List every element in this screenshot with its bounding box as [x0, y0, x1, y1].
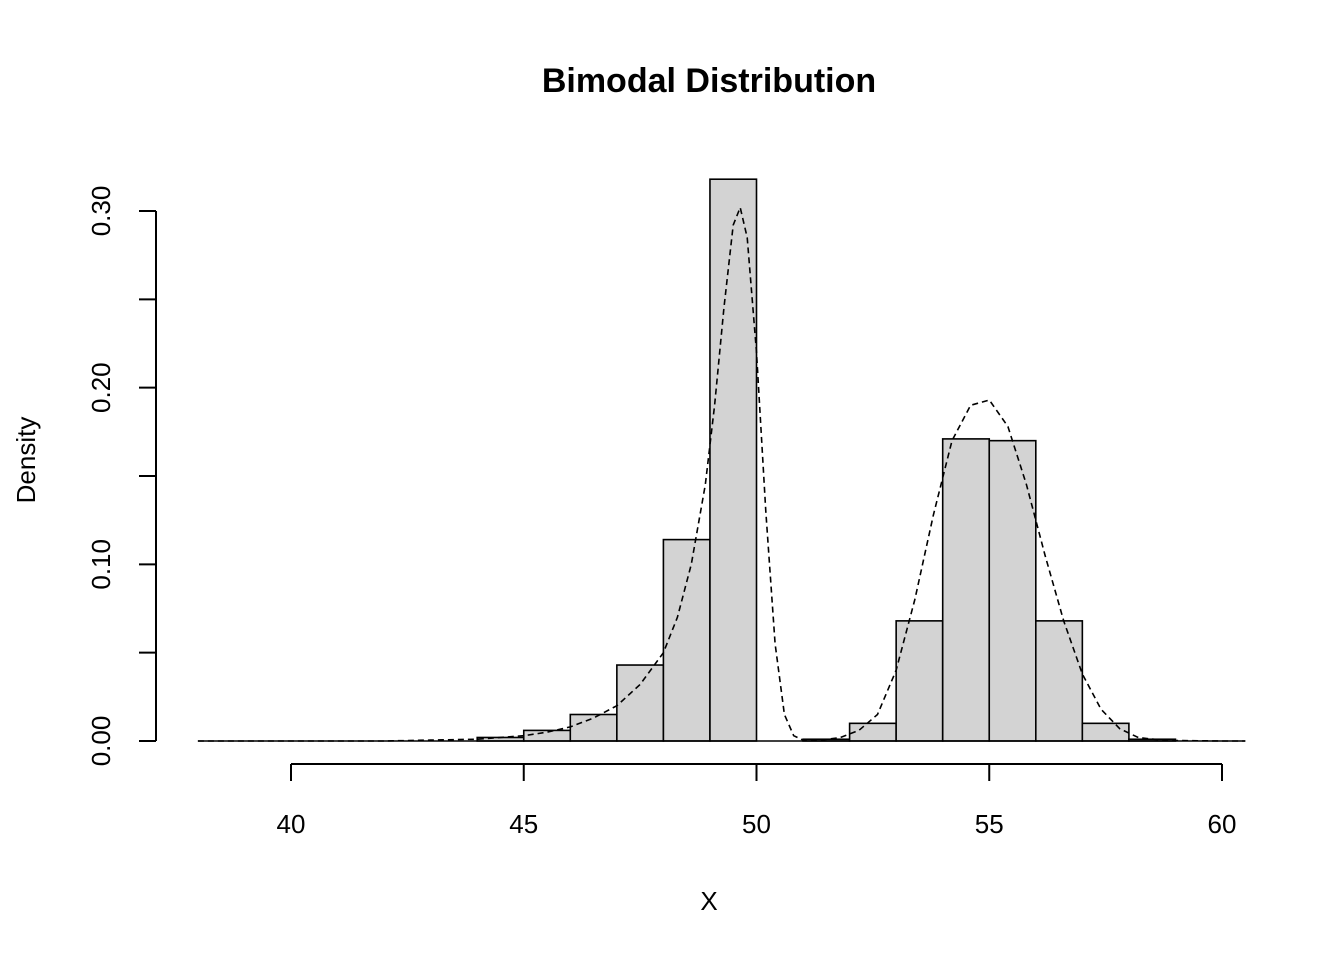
histogram-bar [616, 664, 665, 742]
histogram-bar [522, 729, 572, 742]
y-axis: 0.00 0.10 0.20 0.30 [86, 186, 157, 767]
histogram-bar [662, 538, 711, 742]
histogram-bar [709, 178, 758, 742]
histogram-bar [988, 439, 1037, 742]
y-axis-label: Density [11, 417, 41, 504]
chart-title: Bimodal Distribution [542, 62, 876, 100]
x-tick-label: 40 [277, 809, 306, 839]
y-tick-label: 0.00 [86, 716, 116, 767]
x-tick-label: 60 [1208, 809, 1237, 839]
histogram-bars [476, 178, 1177, 742]
x-tick-label: 50 [742, 809, 771, 839]
x-axis-label: X [700, 886, 717, 916]
y-tick-label: 0.30 [86, 186, 116, 237]
x-axis: 40 45 50 55 60 [277, 763, 1237, 839]
histogram-bar [848, 722, 897, 742]
y-tick-label: 0.10 [86, 539, 116, 590]
y-tick-label: 0.20 [86, 362, 116, 413]
x-tick-label: 45 [509, 809, 538, 839]
histogram-bar [941, 438, 991, 742]
x-tick-label: 55 [975, 809, 1004, 839]
histogram-bar [1035, 620, 1084, 742]
histogram-bar [569, 713, 618, 742]
histogram-bar [895, 620, 944, 742]
density-curve [197, 204, 1246, 742]
histogram-bar [1081, 722, 1130, 742]
